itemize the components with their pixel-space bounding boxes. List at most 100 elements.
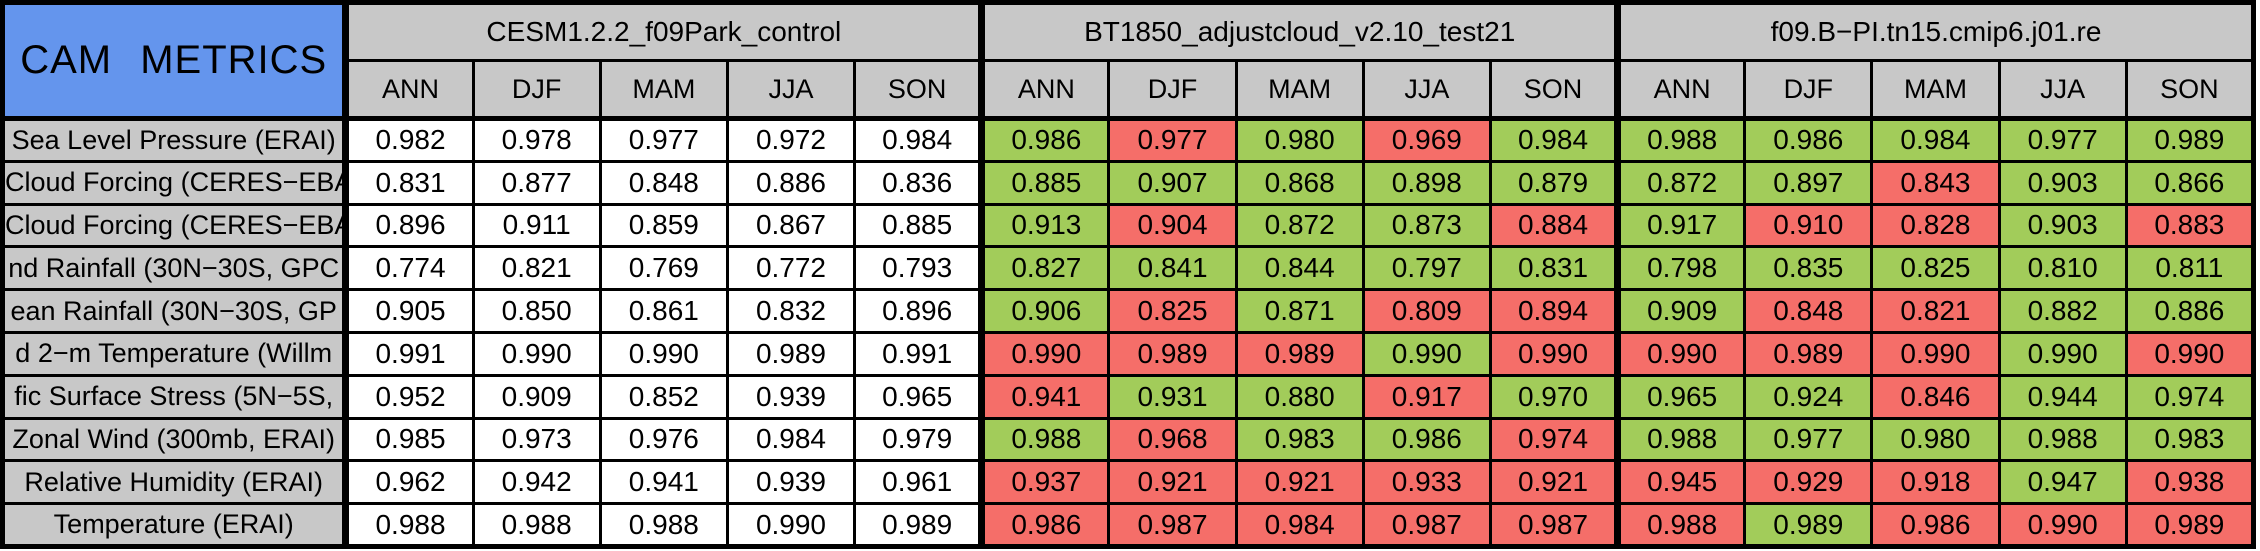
- model-header-1: BT1850_adjustcloud_v2.10_test21: [978, 1, 1620, 62]
- metric-row: Cloud Forcing (CERES−EBA 0.896 0.911 0.859 0…: [0, 202, 2256, 249]
- value-cell: 0.990: [1488, 330, 1620, 377]
- value-cell: 0.894: [1488, 288, 1620, 334]
- value-cell: 0.821: [1870, 288, 2001, 334]
- value-cell: 0.843: [1870, 159, 2001, 206]
- metric-row: d 2−m Temperature (Willm 0.991 0.990 0.990 0…: [0, 330, 2256, 377]
- value-cell: 0.991: [342, 330, 475, 377]
- value-cell: 0.952: [342, 373, 475, 420]
- metric-row: Sea Level Pressure (ERAI) 0.982 0.978 0.977…: [0, 117, 2256, 163]
- value-cell: 0.989: [853, 502, 984, 548]
- value-cell: 0.909: [471, 373, 602, 420]
- season-header-2-son: SON: [2124, 59, 2256, 121]
- value-cell: 0.831: [1488, 245, 1620, 292]
- value-cell: 0.969: [1361, 117, 1492, 163]
- metric-row-label: fic Surface Stress (5N−5S,: [0, 373, 348, 420]
- value-cell: 0.985: [342, 416, 475, 463]
- value-cell: 0.872: [1614, 159, 1747, 206]
- value-cell: 0.944: [1997, 373, 2128, 420]
- value-cell: 0.827: [978, 245, 1111, 292]
- value-cell: 0.883: [2124, 202, 2256, 249]
- season-header-0-jja: JJA: [725, 59, 857, 121]
- value-cell: 0.933: [1361, 459, 1492, 506]
- value-cell: 0.988: [342, 502, 475, 548]
- value-cell: 0.941: [598, 459, 729, 506]
- value-cell: 0.980: [1234, 117, 1365, 163]
- value-cell: 0.983: [1234, 416, 1365, 463]
- value-cell: 0.906: [978, 288, 1111, 334]
- value-cell: 0.988: [598, 502, 729, 548]
- value-cell: 0.987: [1361, 502, 1492, 548]
- metric-row-label: nd Rainfall (30N−30S, GPC: [0, 245, 348, 292]
- value-cell: 0.984: [1870, 117, 2001, 163]
- value-cell: 0.988: [471, 502, 602, 548]
- value-cell: 0.938: [2124, 459, 2256, 506]
- value-cell: 0.868: [1234, 159, 1365, 206]
- metric-row-label: Relative Humidity (ERAI): [0, 459, 348, 506]
- metric-row: nd Rainfall (30N−30S, GPC 0.774 0.821 0.769…: [0, 245, 2256, 292]
- value-cell: 0.825: [1107, 288, 1238, 334]
- value-cell: 0.877: [471, 159, 602, 206]
- value-cell: 0.835: [1743, 245, 1874, 292]
- value-cell: 0.989: [2124, 117, 2256, 163]
- value-cell: 0.921: [1107, 459, 1238, 506]
- value-cell: 0.885: [853, 202, 984, 249]
- value-cell: 0.989: [1107, 330, 1238, 377]
- season-header-2-ann: ANN: [1614, 59, 1747, 121]
- value-cell: 0.809: [1361, 288, 1492, 334]
- season-header-2-mam: MAM: [1870, 59, 2001, 121]
- value-cell: 0.811: [2124, 245, 2256, 292]
- value-cell: 0.910: [1743, 202, 1874, 249]
- value-cell: 0.911: [471, 202, 602, 249]
- season-header-0-son: SON: [853, 59, 984, 121]
- value-cell: 0.896: [342, 202, 475, 249]
- value-cell: 0.882: [1997, 288, 2128, 334]
- season-header-row: ANN DJF MAM JJA SON ANN DJF MAM JJA SON ANN DJF MAM J…: [3, 59, 2256, 121]
- metric-row: Temperature (ERAI) 0.988 0.988 0.988 0.990 0.…: [0, 502, 2256, 548]
- value-cell: 0.988: [1997, 416, 2128, 463]
- value-cell: 0.987: [1488, 502, 1620, 548]
- value-cell: 0.984: [1488, 117, 1620, 163]
- value-cell: 0.769: [598, 245, 729, 292]
- value-cell: 0.886: [725, 159, 857, 206]
- value-cell: 0.974: [1488, 416, 1620, 463]
- metric-row-label: Cloud Forcing (CERES−EBA: [0, 159, 348, 206]
- value-cell: 0.831: [342, 159, 475, 206]
- value-cell: 0.990: [1997, 502, 2128, 548]
- corner-title: CAM METRICS: [0, 1, 348, 121]
- value-cell: 0.986: [1743, 117, 1874, 163]
- value-cell: 0.798: [1614, 245, 1747, 292]
- value-cell: 0.988: [1614, 502, 1747, 548]
- value-cell: 0.872: [1234, 202, 1365, 249]
- value-cell: 0.880: [1234, 373, 1365, 420]
- value-cell: 0.989: [1743, 502, 1874, 548]
- value-cell: 0.991: [853, 330, 984, 377]
- value-cell: 0.990: [725, 502, 857, 548]
- value-cell: 0.917: [1361, 373, 1492, 420]
- metric-row-label: Sea Level Pressure (ERAI): [0, 117, 348, 163]
- value-cell: 0.984: [725, 416, 857, 463]
- metric-row: Cloud Forcing (CERES−EBA 0.831 0.877 0.848 0…: [0, 159, 2256, 206]
- value-cell: 0.968: [1107, 416, 1238, 463]
- value-cell: 0.909: [1614, 288, 1747, 334]
- season-header-0-djf: DJF: [471, 59, 602, 121]
- value-cell: 0.774: [342, 245, 475, 292]
- value-cell: 0.989: [1743, 330, 1874, 377]
- metric-row: ean Rainfall (30N−30S, GP 0.905 0.850 0.861…: [0, 288, 2256, 334]
- value-cell: 0.905: [342, 288, 475, 334]
- value-cell: 0.972: [725, 117, 857, 163]
- value-cell: 0.825: [1870, 245, 2001, 292]
- value-cell: 0.897: [1743, 159, 1874, 206]
- value-cell: 0.990: [978, 330, 1111, 377]
- value-cell: 0.983: [2124, 416, 2256, 463]
- value-cell: 0.846: [1870, 373, 2001, 420]
- value-cell: 0.990: [598, 330, 729, 377]
- value-cell: 0.903: [1997, 159, 2128, 206]
- value-cell: 0.965: [853, 373, 984, 420]
- value-cell: 0.852: [598, 373, 729, 420]
- value-cell: 0.937: [978, 459, 1111, 506]
- model-header-2: f09.B−PI.tn15.cmip6.j01.re: [1614, 1, 2255, 62]
- value-cell: 0.921: [1488, 459, 1620, 506]
- value-cell: 0.988: [1614, 416, 1747, 463]
- value-cell: 0.988: [1614, 117, 1747, 163]
- value-cell: 0.939: [725, 373, 857, 420]
